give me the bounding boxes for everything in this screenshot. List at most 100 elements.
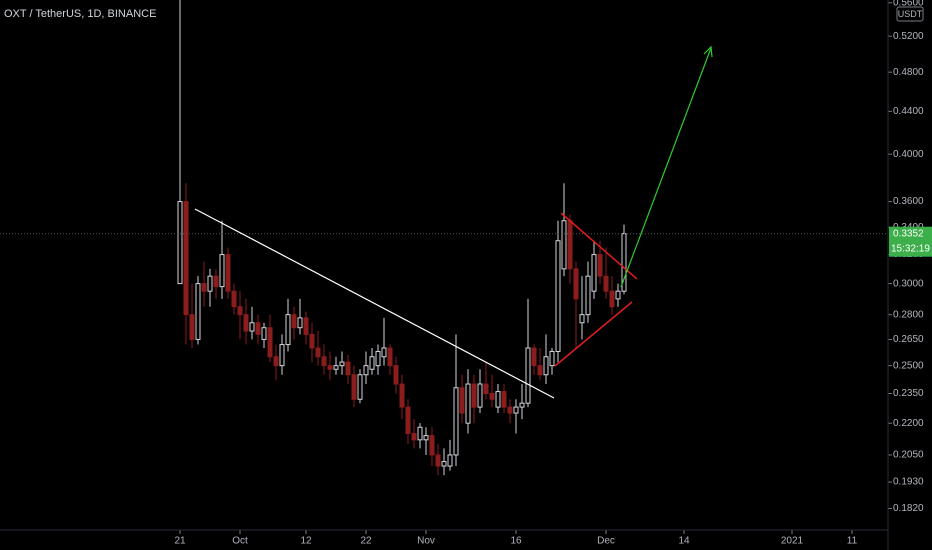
candle-body bbox=[231, 290, 237, 308]
candle-body bbox=[267, 327, 273, 358]
y-tick-label: 0.2350 bbox=[893, 388, 924, 399]
candle-body bbox=[387, 347, 393, 367]
candle-body bbox=[369, 356, 375, 370]
candle-body bbox=[513, 406, 519, 414]
candle-body bbox=[597, 254, 603, 277]
x-tick-label: 12 bbox=[300, 536, 312, 547]
candle-body bbox=[411, 433, 417, 441]
candle-body bbox=[333, 365, 339, 370]
chart-title: OXT / TetherUS, 1D, BINANCE bbox=[4, 8, 156, 20]
candle-body bbox=[537, 365, 543, 376]
y-tick-label: 0.2050 bbox=[893, 450, 924, 461]
candle-body bbox=[441, 461, 447, 467]
candle-body bbox=[507, 406, 513, 414]
candle-body bbox=[477, 383, 483, 408]
y-tick-label: 0.4000 bbox=[893, 149, 924, 160]
y-tick-label: 0.3000 bbox=[893, 278, 924, 289]
y-tick-label: 0.2800 bbox=[893, 309, 924, 320]
candle-body bbox=[297, 317, 303, 329]
x-tick-label: 16 bbox=[510, 536, 522, 547]
candle-body bbox=[495, 391, 501, 408]
candle-body bbox=[351, 374, 357, 400]
candle-body bbox=[201, 283, 207, 292]
y-tick-label: 0.2650 bbox=[893, 334, 924, 345]
candle-body bbox=[363, 365, 369, 376]
candle-body bbox=[423, 435, 429, 441]
candle-body bbox=[399, 383, 405, 408]
candle-body bbox=[435, 454, 441, 467]
candle-body bbox=[567, 220, 573, 270]
x-tick-label: Nov bbox=[417, 536, 435, 547]
x-tick-label: Dec bbox=[597, 536, 615, 547]
candle-body bbox=[459, 387, 465, 414]
overlay: 0.56000.52000.48000.44000.40000.36000.34… bbox=[174, 0, 932, 547]
candle-body bbox=[447, 454, 453, 467]
drawings bbox=[194, 45, 713, 399]
candle-body bbox=[273, 356, 279, 367]
currency: USDT bbox=[898, 9, 923, 19]
candle-body bbox=[291, 314, 297, 329]
candle-body bbox=[327, 365, 333, 370]
y-tick-label: 0.4400 bbox=[893, 106, 924, 117]
currency-box bbox=[896, 6, 924, 22]
countdown: 15:32:19 bbox=[891, 243, 930, 254]
candle-body bbox=[453, 387, 459, 456]
candle-body bbox=[573, 268, 579, 300]
trend-line bbox=[194, 208, 555, 399]
y-tick-label: 0.1930 bbox=[893, 477, 924, 488]
candle-body bbox=[519, 402, 525, 408]
candle-body bbox=[237, 306, 243, 316]
candles bbox=[0, 0, 888, 476]
candle-body bbox=[381, 347, 387, 358]
x-tick-label: 22 bbox=[360, 536, 372, 547]
candle-body bbox=[261, 327, 267, 340]
x-tick-label: 11 bbox=[847, 536, 858, 547]
candle-body bbox=[585, 275, 591, 316]
candle-body bbox=[279, 344, 285, 367]
candle-body bbox=[615, 290, 621, 300]
candle-body bbox=[225, 254, 231, 292]
candle-body bbox=[429, 435, 435, 456]
last-price-box bbox=[889, 226, 932, 257]
candle-body bbox=[609, 290, 615, 308]
candle-body bbox=[177, 201, 183, 285]
y-tick-label: 0.4800 bbox=[893, 67, 924, 78]
candle-body bbox=[501, 391, 507, 408]
candle-body bbox=[285, 314, 291, 346]
x-tick-label: 21 bbox=[174, 536, 186, 547]
y-tick-label: 0.5200 bbox=[893, 31, 924, 42]
candle-body bbox=[405, 406, 411, 435]
y-tick-label: 0.3600 bbox=[893, 196, 924, 207]
candle-body bbox=[561, 220, 567, 270]
candle-body bbox=[255, 322, 261, 335]
candle-body bbox=[357, 374, 363, 400]
candle-body bbox=[339, 361, 345, 367]
triangle-upper bbox=[560, 212, 638, 280]
candle-body bbox=[465, 383, 471, 424]
target-arrow bbox=[620, 47, 712, 288]
candle-body bbox=[579, 314, 585, 324]
ticks bbox=[179, 2, 892, 534]
candle-body bbox=[483, 383, 489, 394]
candle-body bbox=[543, 356, 549, 376]
candle-body bbox=[207, 275, 213, 292]
candle-body bbox=[195, 283, 201, 340]
y-tick-label: 0.2500 bbox=[893, 360, 924, 371]
candle-body bbox=[417, 426, 423, 441]
y-tick-label: 0.5600 bbox=[893, 0, 924, 8]
arrow-head bbox=[703, 45, 713, 58]
candle-body bbox=[189, 314, 195, 340]
candle-body bbox=[591, 254, 597, 292]
candle-body bbox=[471, 383, 477, 408]
candle-body bbox=[303, 317, 309, 335]
candle-body bbox=[345, 361, 351, 376]
candle-body bbox=[315, 347, 321, 358]
candle-body bbox=[309, 333, 315, 349]
candle-body bbox=[183, 201, 189, 316]
candle-body bbox=[375, 350, 381, 367]
candle-body bbox=[531, 347, 537, 367]
candle-body bbox=[489, 392, 495, 400]
